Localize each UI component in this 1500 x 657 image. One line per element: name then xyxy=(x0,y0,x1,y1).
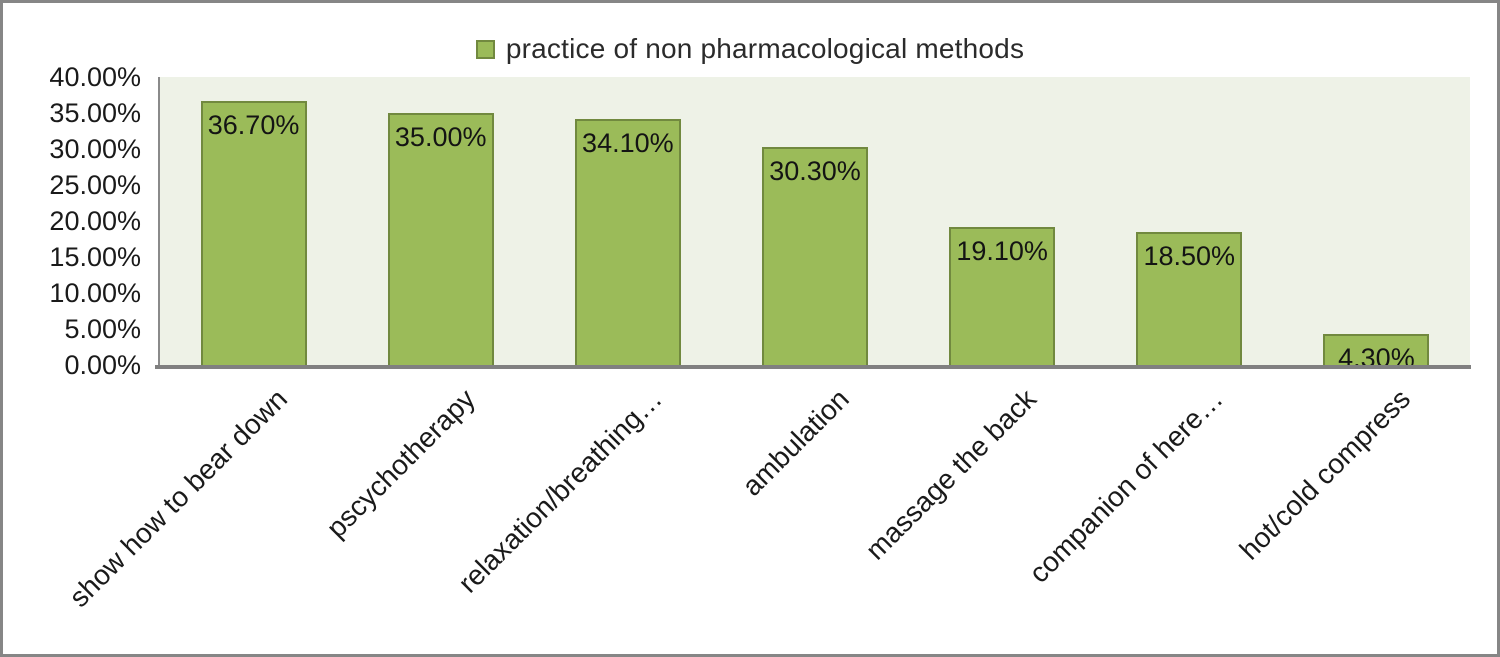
bar-value-label: 18.50% xyxy=(1143,240,1236,271)
chart-legend: practice of non pharmacological methods xyxy=(3,33,1497,65)
bar-value-label: 19.10% xyxy=(956,236,1048,267)
bar-value-label: 4.30% xyxy=(1338,343,1415,374)
plot-area: 36.70% 35.00% 34.10% 30.30% 19.10% 18.50% 4.30… xyxy=(158,77,1470,373)
x-category-label-text: show how to bear down xyxy=(63,383,294,613)
bar: 30.30% xyxy=(762,146,868,365)
bar-value-label: 30.30% xyxy=(769,155,861,186)
bar: 35.00% xyxy=(387,113,494,365)
bar-value-label: 36.70% xyxy=(207,109,300,140)
x-category-label-text: relaxation/breathing… xyxy=(452,383,668,599)
y-tick-label: 20.00% xyxy=(49,206,141,236)
y-tick-label: 15.00% xyxy=(49,242,141,272)
y-tick-label: 25.00% xyxy=(49,170,141,200)
y-tick-label: 40.00% xyxy=(49,62,141,92)
bar-value-label: 35.00% xyxy=(394,122,487,152)
x-category-label-text: hot/cold compress xyxy=(1233,383,1417,566)
y-tick-label: 5.00% xyxy=(64,314,141,344)
x-category-label-text: companion of here… xyxy=(1023,383,1230,589)
bar: 19.10% xyxy=(949,227,1056,365)
y-tick-label: 0.00% xyxy=(64,350,141,380)
y-tick-label: 35.00% xyxy=(49,98,141,128)
legend-label: practice of non pharmacological methods xyxy=(505,33,1025,64)
bar-value-label: 34.10% xyxy=(582,128,674,159)
legend-swatch-icon xyxy=(475,39,495,59)
bar: 4.30% xyxy=(1323,334,1430,373)
y-tick-label: 10.00% xyxy=(49,278,141,308)
bar: 36.70% xyxy=(200,100,307,365)
x-category-label-text: pscychotherapy xyxy=(320,383,481,544)
bar: 18.50% xyxy=(1136,231,1243,365)
bar: 34.10% xyxy=(574,119,681,365)
x-category-label-text: massage the back xyxy=(859,383,1043,566)
x-category-label-text: ambulation xyxy=(736,383,855,502)
x-axis-line xyxy=(155,365,1471,369)
y-tick-label: 30.00% xyxy=(49,134,141,164)
